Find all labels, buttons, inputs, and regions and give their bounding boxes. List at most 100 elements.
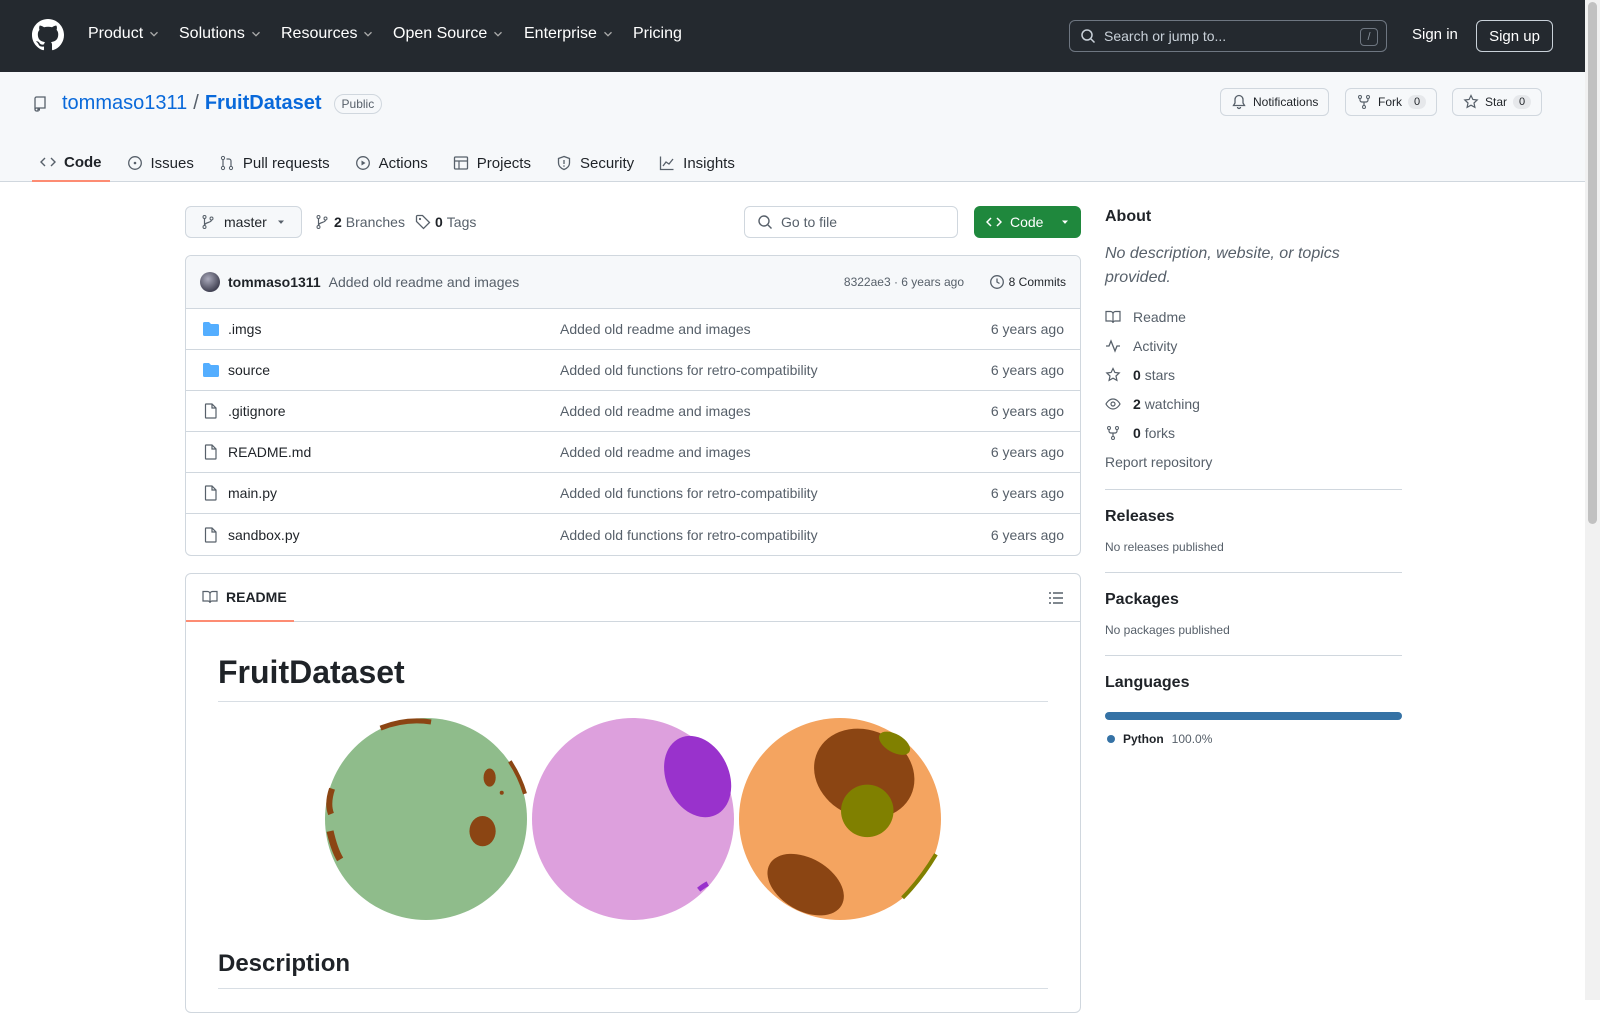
folder-icon [202,362,220,378]
file-name-link[interactable]: .imgs [228,321,262,337]
branch-icon [314,214,330,230]
file-commit-time: 6 years ago [990,485,1064,501]
chevron-down-icon [249,27,263,41]
file-name-link[interactable]: README.md [228,444,312,460]
file-row[interactable]: README.md Added old readme and images 6 … [186,432,1080,473]
file-icon [202,485,220,501]
fork-count: 0 [1408,95,1427,109]
tags-label: Tags [446,214,477,230]
github-logo-icon[interactable] [32,19,64,51]
forks-link[interactable]: 0 forks [1105,424,1402,442]
file-row[interactable]: source Added old functions for retro-com… [186,350,1080,391]
search-shortcut-key: / [1360,28,1378,46]
notifications-button[interactable]: Notifications [1220,88,1330,116]
readme-link[interactable]: Readme [1105,308,1402,326]
nav-open-source[interactable]: Open Source [393,25,505,43]
tab-actions[interactable]: Actions [347,144,436,182]
file-commit-message[interactable]: Added old functions for retro-compatibil… [560,526,818,543]
watching-link[interactable]: 2 watching [1105,395,1402,413]
tags-link[interactable]: 0 Tags [415,214,476,230]
readme-panel: README FruitDataset [185,573,1081,1013]
tab-issues-label: Issues [150,154,194,172]
nav-solutions[interactable]: Solutions [179,25,263,43]
star-button[interactable]: Star 0 [1452,88,1543,116]
issue-icon [127,155,143,171]
commit-sha-time[interactable]: 8322ae3 · 6 years ago [843,275,964,289]
tab-projects[interactable]: Projects [445,144,539,182]
commit-author-link[interactable]: tommaso1311 [228,274,321,290]
file-icon [202,444,220,460]
activity-link[interactable]: Activity [1105,337,1402,355]
caret-down-icon [1059,216,1071,228]
search-input[interactable]: Search or jump to... / [1069,20,1387,52]
avatar[interactable] [200,272,220,292]
report-repository-link[interactable]: Report repository [1105,453,1402,471]
repo-icon [32,95,48,112]
book-icon [202,589,218,605]
file-name-link[interactable]: sandbox.py [228,526,300,543]
tab-insights-label: Insights [683,154,735,172]
file-icon [202,526,220,543]
file-row[interactable]: .imgs Added old readme and images 6 year… [186,309,1080,350]
about-description: No description, website, or topics provi… [1105,245,1340,286]
tab-pull-requests[interactable]: Pull requests [211,144,338,182]
branches-count: 2 [334,214,342,230]
fruit-image-3 [739,718,941,920]
repo-name-link[interactable]: FruitDataset [204,92,322,114]
file-name-link[interactable]: .gitignore [228,403,286,419]
nav-product[interactable]: Product [88,25,161,43]
language-item[interactable]: Python 100.0% [1105,732,1402,746]
outline-button[interactable] [1048,590,1064,606]
tab-issues[interactable]: Issues [119,144,202,182]
readme-section-heading: Description [218,950,1048,989]
tab-code-label: Code [64,153,102,171]
file-row[interactable]: sandbox.py Added old functions for retro… [186,514,1080,555]
tab-security[interactable]: Security [548,144,642,182]
file-commit-message[interactable]: Added old readme and images [560,403,751,419]
file-commit-message[interactable]: Added old readme and images [560,321,751,337]
nav-enterprise[interactable]: Enterprise [524,25,615,43]
repo-tabs: Code Issues Pull requests Actions Projec… [32,144,752,182]
readme-tab-label: README [226,589,287,605]
repo-separator: / [193,92,199,114]
nav-enterprise-label: Enterprise [524,25,597,42]
nav-resources[interactable]: Resources [281,25,375,43]
bell-icon [1231,94,1247,110]
releases-heading[interactable]: Releases [1105,508,1175,525]
code-icon [986,214,1002,230]
star-label: Star [1485,95,1508,109]
chevron-down-icon [361,27,375,41]
branches-link[interactable]: 2 Branches [314,214,405,230]
packages-heading[interactable]: Packages [1105,591,1179,608]
stars-label: stars [1144,367,1176,383]
sign-up-button[interactable]: Sign up [1476,20,1553,52]
tab-code[interactable]: Code [32,144,110,182]
star-icon [1105,367,1121,383]
notifications-label: Notifications [1253,95,1319,109]
repo-header: tommaso1311 / FruitDataset Public Notifi… [0,72,1585,182]
commits-history-link[interactable]: 8 Commits [989,274,1066,290]
go-to-file-input[interactable]: Go to file [744,206,958,238]
file-row[interactable]: .gitignore Added old readme and images 6… [186,391,1080,432]
file-row[interactable]: main.py Added old functions for retro-co… [186,473,1080,514]
repo-owner-link[interactable]: tommaso1311 [62,92,188,114]
file-name-link[interactable]: source [228,362,271,378]
file-icon [202,403,220,419]
fork-button[interactable]: Fork 0 [1345,88,1438,116]
tab-insights[interactable]: Insights [651,144,743,182]
readme-body: FruitDataset [186,622,1080,1012]
scrollbar-thumb[interactable] [1588,2,1597,524]
packages-text: No packages published [1105,623,1230,637]
branch-selector[interactable]: master [185,206,302,238]
file-commit-message[interactable]: Added old readme and images [560,444,751,460]
file-commit-message[interactable]: Added old functions for retro-compatibil… [560,485,818,501]
file-commit-message[interactable]: Added old functions for retro-compatibil… [560,362,818,378]
readme-tab[interactable]: README [186,574,294,622]
sign-in-link[interactable]: Sign in [1412,26,1458,43]
page-scrollbar[interactable] [1585,0,1600,1000]
nav-pricing[interactable]: Pricing [633,25,682,43]
code-button[interactable]: Code [974,206,1081,238]
file-name-link[interactable]: main.py [228,485,278,501]
commit-message-link[interactable]: Added old readme and images [328,274,520,290]
stars-link[interactable]: 0 stars [1105,366,1402,384]
